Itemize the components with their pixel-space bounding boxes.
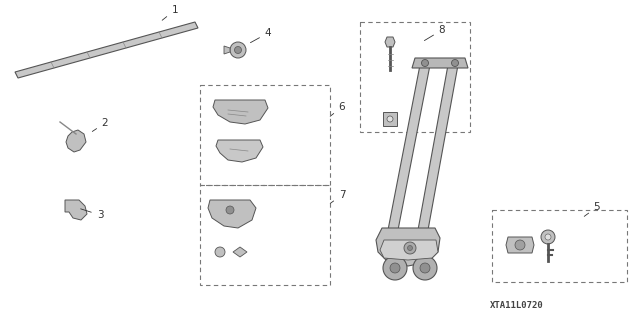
Bar — [200, 85, 330, 185]
Polygon shape — [15, 22, 198, 78]
Bar — [383, 112, 397, 126]
Polygon shape — [208, 200, 256, 228]
Polygon shape — [388, 65, 430, 230]
Text: 3: 3 — [81, 209, 103, 220]
Polygon shape — [385, 37, 395, 47]
Text: 6: 6 — [330, 102, 346, 116]
Polygon shape — [66, 130, 86, 152]
Polygon shape — [216, 140, 263, 162]
Circle shape — [408, 246, 413, 250]
Polygon shape — [376, 228, 440, 266]
Circle shape — [413, 256, 437, 280]
Bar — [200, 185, 330, 285]
Polygon shape — [412, 58, 468, 68]
Circle shape — [215, 247, 225, 257]
Circle shape — [383, 256, 407, 280]
Polygon shape — [233, 247, 247, 257]
Circle shape — [404, 242, 416, 254]
Bar — [492, 210, 627, 282]
Polygon shape — [213, 100, 268, 124]
Circle shape — [545, 234, 551, 240]
Circle shape — [390, 263, 400, 273]
Text: 5: 5 — [584, 202, 600, 216]
Circle shape — [422, 60, 429, 66]
Text: 1: 1 — [162, 5, 179, 20]
Bar — [360, 22, 470, 132]
Circle shape — [420, 263, 430, 273]
Polygon shape — [224, 46, 230, 54]
Text: 7: 7 — [330, 190, 346, 204]
Circle shape — [541, 230, 555, 244]
Polygon shape — [418, 65, 458, 230]
Polygon shape — [65, 200, 87, 220]
Text: 8: 8 — [424, 25, 445, 41]
Text: 4: 4 — [250, 28, 271, 43]
Polygon shape — [506, 237, 534, 253]
Circle shape — [515, 240, 525, 250]
Circle shape — [234, 47, 241, 54]
Circle shape — [451, 60, 458, 66]
Polygon shape — [380, 240, 438, 260]
Circle shape — [230, 42, 246, 58]
Text: XTA11L0720: XTA11L0720 — [490, 300, 544, 309]
Circle shape — [226, 206, 234, 214]
Text: 2: 2 — [92, 118, 108, 131]
Circle shape — [387, 116, 393, 122]
